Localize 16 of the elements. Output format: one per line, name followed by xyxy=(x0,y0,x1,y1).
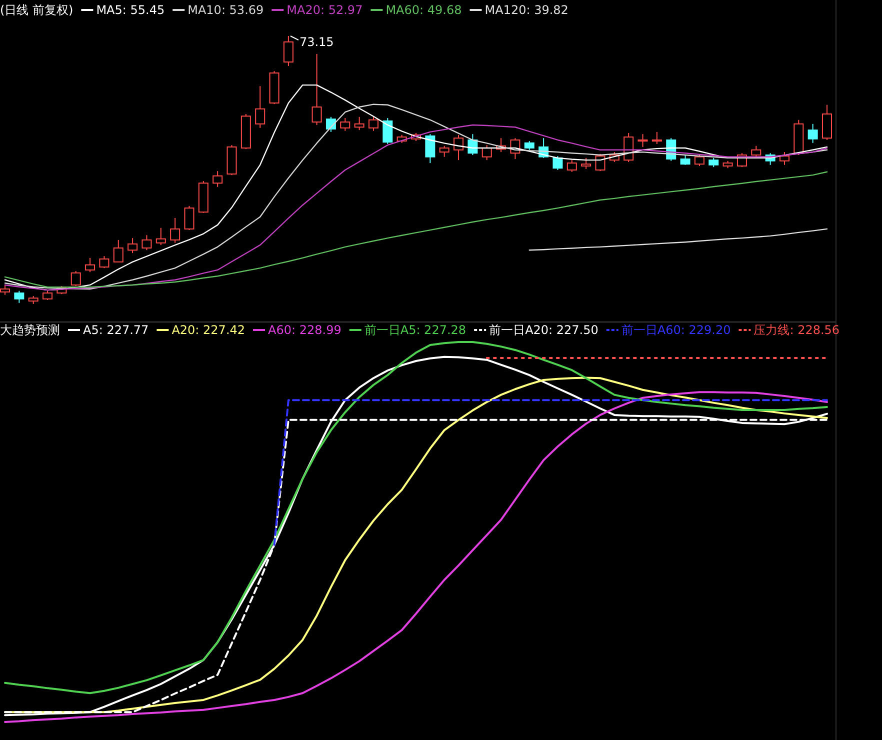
legend-label: MA5: 55.45 xyxy=(96,3,165,17)
legend-label: MA120: 39.82 xyxy=(484,3,568,17)
annotation: 73.15 xyxy=(290,35,334,49)
legend-label: 前一日A5: 227.28 xyxy=(364,323,466,337)
chart-title: (日线 前复权) xyxy=(0,3,74,17)
legend-label: MA10: 53.69 xyxy=(188,3,264,17)
annotation: 73.15 xyxy=(299,35,334,49)
legend-label: A60: 228.99 xyxy=(268,323,342,337)
legend-label: MA60: 49.68 xyxy=(386,3,462,17)
legend-label: 前一日A60: 229.20 xyxy=(621,323,731,337)
legend-label: 前一日A20: 227.50 xyxy=(489,323,598,337)
legend-label: 压力线: 228.56 xyxy=(754,323,840,337)
legend-label: MA20: 52.97 xyxy=(286,3,363,17)
legend-label: A20: 227.42 xyxy=(172,323,246,337)
legend-label: A5: 227.77 xyxy=(83,323,149,337)
chart-title: 大趋势预测 xyxy=(0,323,60,337)
